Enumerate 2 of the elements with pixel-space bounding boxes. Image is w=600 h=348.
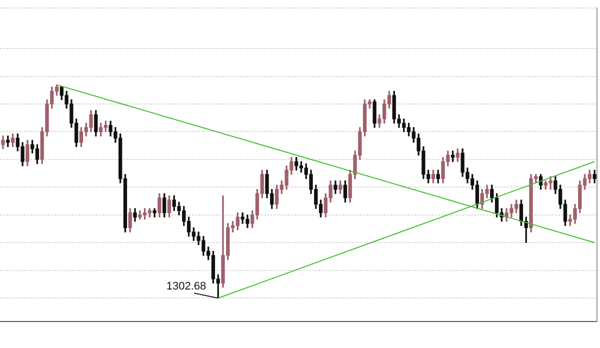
annotation: 1302.68: [166, 280, 206, 293]
candlestick: [152, 208, 156, 218]
